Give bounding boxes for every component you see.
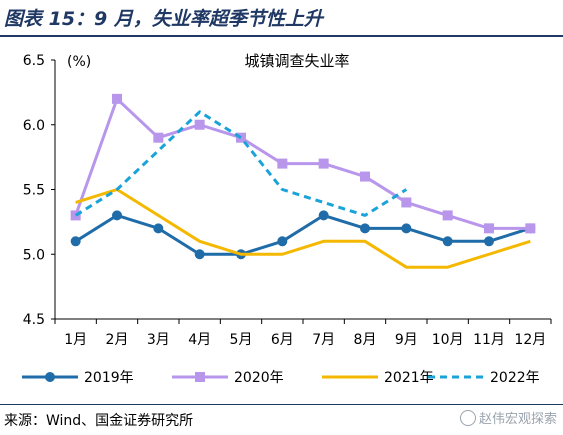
x-tick-label: 8月 (354, 332, 377, 348)
series-point-1 (194, 119, 205, 130)
x-tick-label: 1月 (64, 332, 87, 348)
series-point-0 (401, 223, 412, 234)
wechat-icon (459, 410, 476, 426)
y-tick-label: 6.5 (23, 53, 45, 69)
x-tick-label: 2月 (106, 332, 129, 348)
watermark-text: 赵伟宏观探索 (478, 412, 557, 427)
x-tick-label: 9月 (395, 332, 418, 348)
legend-label-2: 2021年 (384, 370, 434, 386)
series-point-1 (442, 210, 453, 221)
y-tick-label: 6.0 (23, 118, 45, 134)
y-tick-label: 4.5 (23, 312, 45, 328)
series-point-0 (442, 236, 453, 247)
series-point-1 (112, 93, 122, 104)
series-line-3 (74, 110, 408, 217)
x-tick-label: 10月 (432, 332, 464, 348)
legend-label-3: 2022年 (490, 370, 540, 386)
series-point-1 (318, 158, 329, 169)
line-chart: 4.5 5.0 5.5 6.0 6.5 1月 2月 3月 4月 5月 6月 7月 8月 9月 10月 11月 1… (22, 52, 552, 386)
x-tick-label: 5月 (230, 332, 253, 348)
series-line-1 (74, 97, 531, 230)
legend-marker-0 (45, 372, 55, 382)
source-note: 来源：Wind、国金证券研究所 (4, 413, 194, 429)
legend-marker-1 (195, 372, 205, 382)
x-tick-label: 7月 (312, 332, 335, 348)
series-point-0 (153, 223, 164, 234)
title-bar: 图表 15：9 月，失业率超季节性上升 (0, 0, 563, 37)
series-point-1 (236, 132, 246, 143)
footer-rule (0, 404, 563, 405)
chart-title: 城镇调查失业率 (244, 52, 349, 70)
series-point-1 (401, 197, 412, 208)
y-tick-label: 5.5 (23, 183, 45, 199)
x-tick-label: 6月 (271, 332, 294, 348)
series-point-0 (484, 236, 494, 247)
legend-label-1: 2020年 (234, 370, 284, 386)
x-tick-label: 12月 (514, 332, 546, 348)
series-line-2 (75, 188, 531, 269)
x-tick-label: 4月 (188, 332, 211, 348)
watermark: 赵伟宏观探索 (459, 408, 557, 427)
series-point-0 (194, 249, 205, 260)
x-tick-label: 3月 (147, 332, 170, 348)
series-point-1 (525, 223, 536, 234)
legend-label-0: 2019年 (84, 370, 134, 386)
series-point-0 (277, 236, 288, 247)
series-point-1 (153, 132, 164, 143)
series-point-0 (112, 210, 122, 221)
series-point-1 (277, 158, 288, 169)
series-point-1 (360, 171, 370, 182)
series-point-0 (318, 210, 329, 221)
series-point-0 (70, 236, 81, 247)
series-point-0 (360, 223, 370, 234)
series-line-0 (74, 213, 531, 256)
y-tick-label: 5.0 (23, 247, 45, 263)
unit-label: (%) (67, 54, 91, 70)
series-point-1 (484, 223, 494, 234)
figure-title: 图表 15：9 月，失业率超季节性上升 (4, 8, 323, 30)
x-tick-label: 11月 (473, 332, 505, 348)
title-rule (0, 35, 563, 37)
